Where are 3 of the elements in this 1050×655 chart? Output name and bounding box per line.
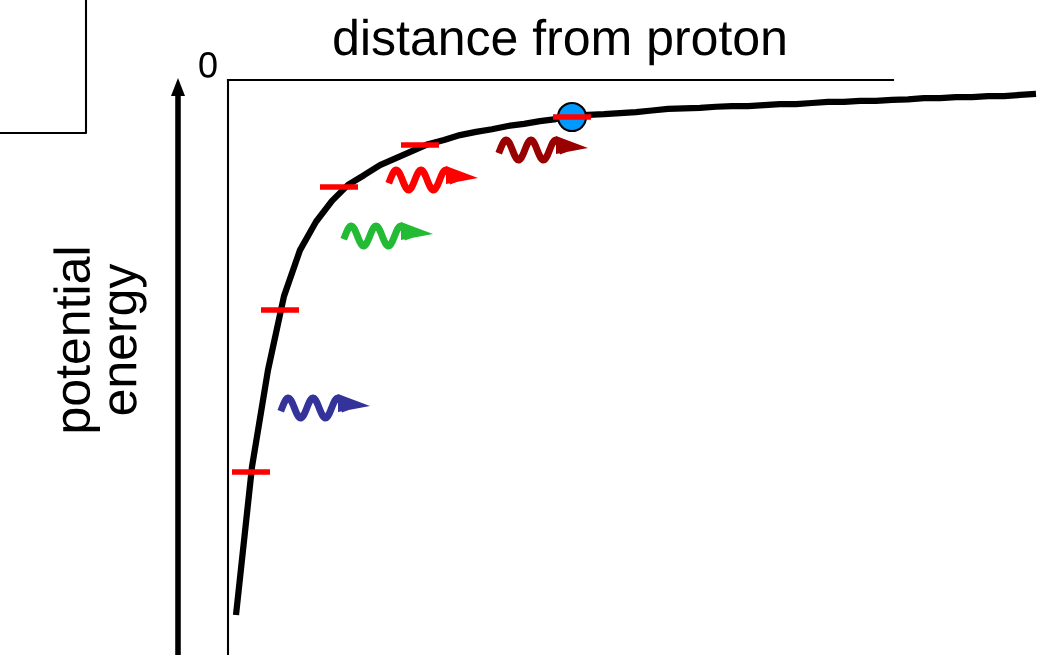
y-axis-title: potential energy [53,248,147,432]
text: 0 [199,52,217,78]
chart-title: distance from proton [334,18,785,66]
